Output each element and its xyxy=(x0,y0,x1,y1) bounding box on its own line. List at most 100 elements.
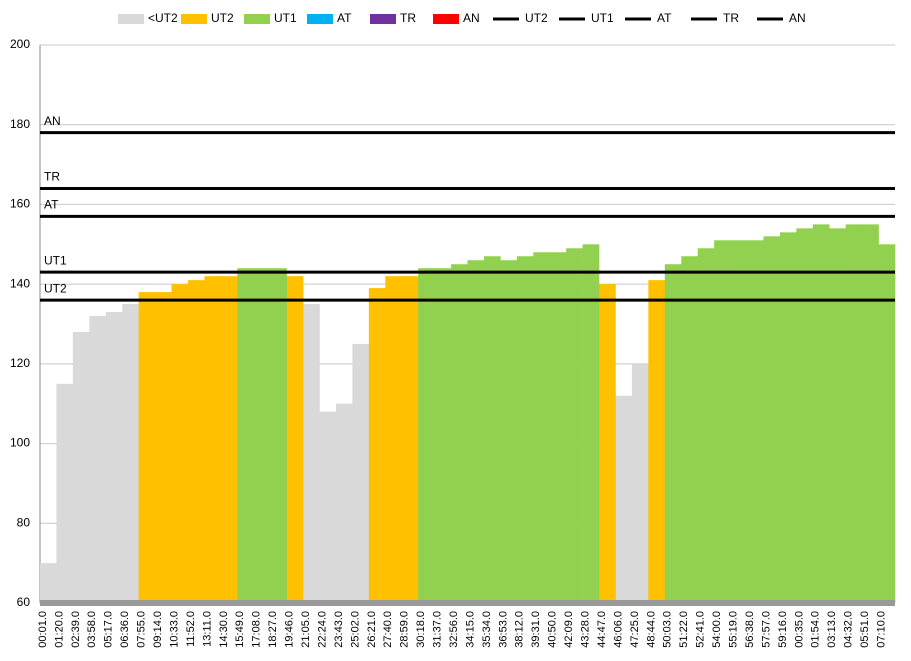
legend-label: TR xyxy=(400,11,416,25)
legend-label: AT xyxy=(337,11,352,25)
bar xyxy=(533,252,551,603)
x-tick-label: 13:11.0 xyxy=(201,611,213,647)
bar xyxy=(763,236,781,604)
legend-label: TR xyxy=(723,11,739,25)
bar xyxy=(72,331,90,603)
bar xyxy=(451,264,468,603)
y-tick-label: 80 xyxy=(17,515,31,529)
y-tick-label: 160 xyxy=(10,197,30,211)
bar xyxy=(368,288,386,603)
x-tick-label: 21:05.0 xyxy=(300,611,312,648)
bar xyxy=(779,232,797,604)
x-tick-label: 09:14.0 xyxy=(152,611,164,648)
bar xyxy=(220,276,238,603)
bar xyxy=(204,276,222,603)
legend-swatch xyxy=(244,14,270,24)
bar xyxy=(648,280,666,603)
legend-swatch xyxy=(307,14,333,24)
bar xyxy=(253,268,271,603)
x-tick-label: 22:24.0 xyxy=(316,611,328,648)
x-tick-label: 01:20.0 xyxy=(53,611,65,648)
x-tick-label: 02:39.0 xyxy=(70,611,82,648)
x-tick-label: 26:21.0 xyxy=(366,611,378,648)
x-tick-label: 18:27.0 xyxy=(267,611,279,648)
legend-label: UT2 xyxy=(211,11,234,25)
bar xyxy=(599,284,616,603)
legend-swatch xyxy=(118,14,144,24)
threshold-label: UT1 xyxy=(44,253,67,267)
threshold-label: AN xyxy=(44,114,61,128)
bar xyxy=(89,316,107,603)
y-tick-label: 120 xyxy=(10,356,30,370)
x-tick-label: 55:19.0 xyxy=(727,611,739,648)
legend-label: UT2 xyxy=(525,11,548,25)
bar xyxy=(352,343,370,603)
bar xyxy=(155,292,172,603)
bar xyxy=(286,276,304,603)
legend-label: UT1 xyxy=(274,11,297,25)
y-tick-label: 200 xyxy=(10,37,30,51)
bar xyxy=(862,224,879,603)
bar xyxy=(697,248,715,603)
bar xyxy=(483,256,501,603)
y-tick-label: 180 xyxy=(10,117,30,131)
bar xyxy=(434,268,452,603)
bar xyxy=(747,240,764,604)
x-tick-label: 31:37.0 xyxy=(432,611,444,648)
bar xyxy=(796,228,814,604)
bar xyxy=(615,395,633,603)
bar xyxy=(582,244,600,604)
x-tick-label: 15:49.0 xyxy=(234,611,246,648)
x-tick-label: 23:43.0 xyxy=(333,611,345,648)
bar xyxy=(467,260,485,603)
bar xyxy=(40,563,57,603)
bar xyxy=(566,248,583,603)
bar xyxy=(681,256,698,603)
bar xyxy=(319,411,337,603)
x-tick-label: 10:33.0 xyxy=(168,611,180,648)
x-tick-label: 59:16.0 xyxy=(777,611,789,648)
threshold-label: TR xyxy=(44,170,60,184)
bar xyxy=(56,383,74,603)
x-tick-label: 04:32.0 xyxy=(843,611,855,648)
x-tick-label: 34:15.0 xyxy=(464,611,476,648)
threshold-label: UT2 xyxy=(44,281,67,295)
x-tick-label: 54:00.0 xyxy=(711,611,723,648)
bar xyxy=(730,240,748,604)
x-tick-label: 57:57.0 xyxy=(760,611,772,648)
legend-swatch xyxy=(433,14,459,24)
bar xyxy=(549,252,567,603)
x-tick-label: 35:34.0 xyxy=(481,611,493,648)
bar xyxy=(714,240,731,604)
x-tick-label: 05:17.0 xyxy=(103,611,115,648)
x-tick-label: 56:38.0 xyxy=(744,611,756,648)
x-tick-label: 52:41.0 xyxy=(695,611,707,648)
x-tick-label: 30:18.0 xyxy=(415,611,427,648)
x-axis-band xyxy=(40,600,895,606)
threshold-label: AT xyxy=(44,198,59,212)
x-tick-label: 00:01.0 xyxy=(37,611,49,648)
x-tick-label: 50:03.0 xyxy=(662,611,674,648)
bar xyxy=(812,224,830,603)
y-tick-label: 60 xyxy=(17,595,31,609)
x-tick-label: 39:31.0 xyxy=(530,611,542,648)
x-tick-label: 48:44.0 xyxy=(645,611,657,648)
bar xyxy=(122,304,139,603)
x-tick-label: 40:50.0 xyxy=(547,611,559,648)
legend-label: AT xyxy=(657,11,672,25)
bar xyxy=(105,312,123,603)
legend-label: AN xyxy=(463,11,480,25)
legend-label: <UT2 xyxy=(148,11,178,25)
x-tick-label: 00:35.0 xyxy=(793,611,805,648)
x-tick-label: 07:10.0 xyxy=(875,611,887,648)
bar xyxy=(401,276,419,603)
x-tick-label: 11:52.0 xyxy=(185,611,197,647)
bar xyxy=(303,304,320,603)
x-tick-label: 01:54.0 xyxy=(810,611,822,648)
legend-swatch xyxy=(181,14,207,24)
x-tick-label: 51:22.0 xyxy=(678,611,690,648)
x-tick-label: 03:13.0 xyxy=(826,611,838,648)
x-tick-label: 19:46.0 xyxy=(284,611,296,648)
x-tick-label: 05:51.0 xyxy=(859,611,871,648)
